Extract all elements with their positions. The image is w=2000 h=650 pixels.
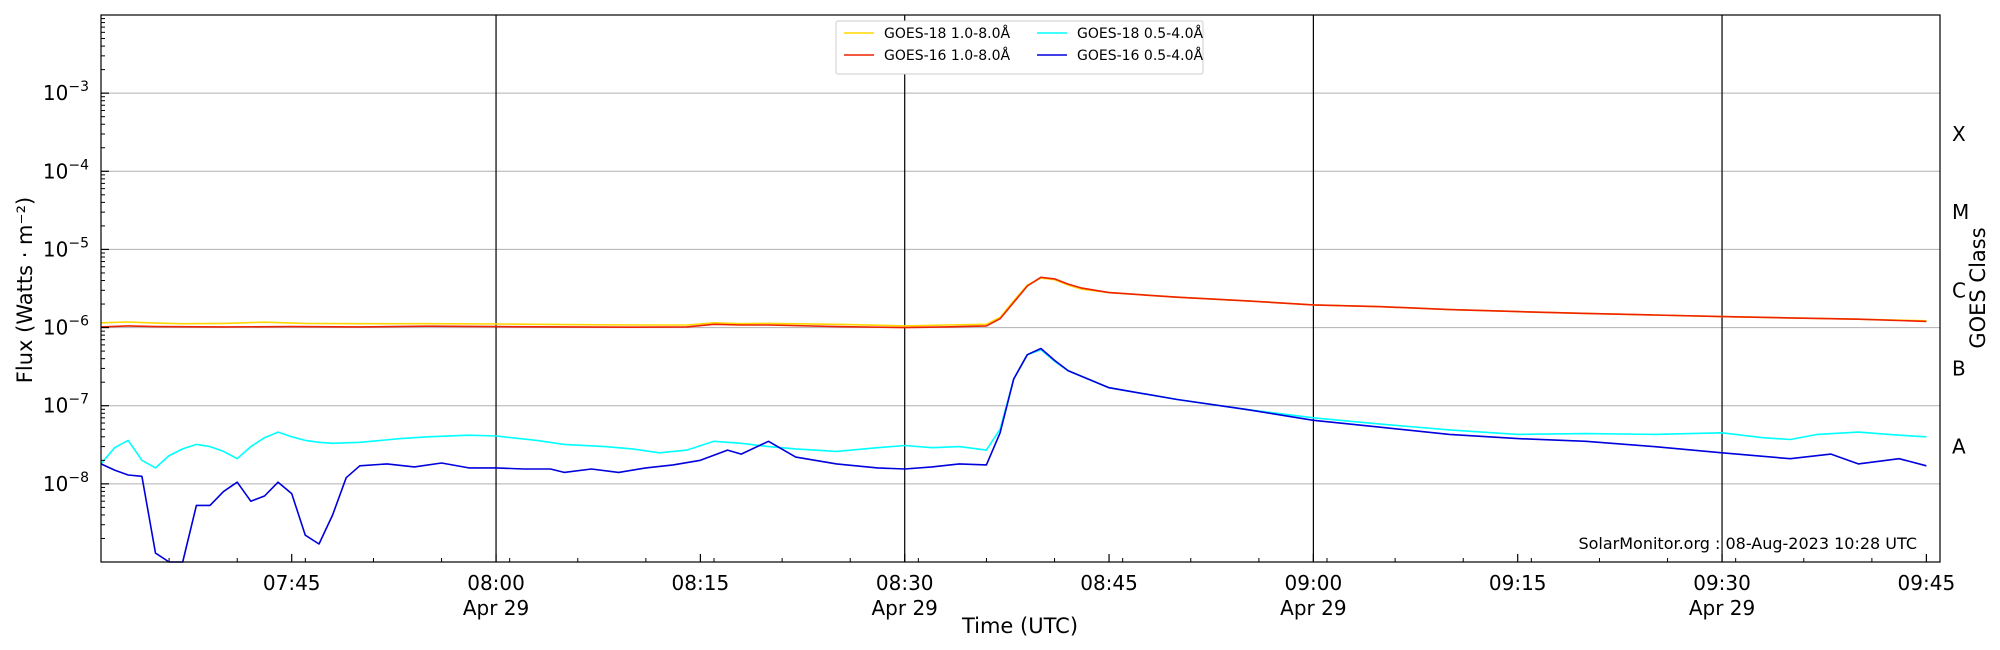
y-tick-label: 10−7: [43, 392, 89, 418]
goes-class-label: B: [1952, 356, 1966, 380]
data-series: [100, 276, 1927, 563]
y2-axis-title: GOES Class: [1966, 227, 1990, 348]
y-tick-label: 10−3: [43, 79, 89, 105]
goes-class-label: X: [1952, 122, 1966, 146]
legend-label: GOES-16 1.0-8.0Å: [884, 47, 1010, 64]
y-tick-label: 10−5: [43, 235, 89, 261]
series-line: [100, 347, 1927, 563]
x-tick-label: 09:30: [1693, 571, 1751, 595]
legend-label: GOES-16 0.5-4.0Å: [1077, 47, 1203, 64]
x-tick-label: 07:45: [263, 571, 321, 595]
y-tick-label: 10−6: [43, 314, 89, 340]
x-tick-label: 09:00: [1285, 571, 1343, 595]
x-tick-date-label: Apr 29: [1280, 596, 1346, 620]
x-tick-label: 09:15: [1489, 571, 1547, 595]
x-axis-title: Time (UTC): [961, 614, 1078, 638]
x-tick-label: 08:30: [876, 571, 934, 595]
x-tick-label: 08:45: [1080, 571, 1138, 595]
y-axis-ticks: 10−8 10−7 10−6 10−5 10−4 10−3: [43, 18, 109, 539]
x-tick-date-label: Apr 29: [1689, 596, 1755, 620]
credit-text: SolarMonitor.org : 08-Aug-2023 10:28 UTC: [1578, 534, 1917, 553]
series-line: [100, 348, 1927, 469]
legend-label: GOES-18 0.5-4.0Å: [1077, 25, 1203, 42]
legend-box: [835, 20, 1204, 75]
y-tick-label: 10−8: [43, 470, 89, 496]
plot-frame: [100, 14, 1941, 563]
y-tick-label: 10−4: [43, 157, 89, 183]
goes-class-label: C: [1952, 278, 1966, 302]
legend: GOES-18 1.0-8.0Å GOES-16 1.0-8.0Å GOES-18 …: [835, 20, 1204, 75]
legend-label: GOES-18 1.0-8.0Å: [884, 25, 1010, 42]
y-axis-title: Flux (Watts · m⁻²): [13, 197, 37, 383]
x-tick-date-label: Apr 29: [872, 596, 938, 620]
series-line: [100, 276, 1927, 329]
goes-class-labels: A B C M X: [1952, 122, 1969, 459]
x-tick-label: 09:45: [1898, 571, 1956, 595]
date-boundary-lines: [495, 15, 1723, 562]
x-tick-label: 08:00: [467, 571, 525, 595]
grid-lines: [101, 92, 1940, 485]
goes-class-label: A: [1952, 435, 1966, 459]
x-tick-label: 08:15: [672, 571, 730, 595]
x-tick-date-label: Apr 29: [463, 596, 529, 620]
goes-class-label: M: [1952, 200, 1969, 224]
